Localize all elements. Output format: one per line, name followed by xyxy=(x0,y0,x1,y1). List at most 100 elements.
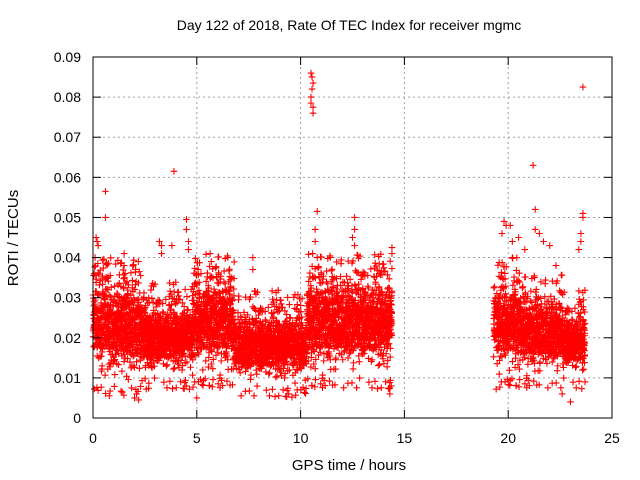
data-point xyxy=(376,361,383,368)
data-point xyxy=(177,357,185,364)
data-point xyxy=(266,392,273,400)
data-point xyxy=(128,384,135,392)
data-point xyxy=(177,378,184,386)
data-point xyxy=(105,392,113,400)
data-point xyxy=(116,279,123,287)
data-point xyxy=(170,365,177,373)
data-point xyxy=(95,270,103,278)
data-point xyxy=(383,363,391,371)
data-point xyxy=(230,258,238,266)
data-point xyxy=(225,267,233,274)
data-point xyxy=(205,363,212,371)
data-point xyxy=(101,292,109,300)
data-point xyxy=(182,377,189,384)
data-point xyxy=(106,387,114,395)
data-point xyxy=(246,387,253,395)
data-point xyxy=(99,281,106,288)
data-point xyxy=(320,357,328,365)
data-point xyxy=(135,279,142,287)
data-point xyxy=(189,371,196,379)
data-point xyxy=(123,278,131,286)
data-point xyxy=(129,277,136,284)
data-point xyxy=(268,287,276,295)
data-point xyxy=(174,360,182,368)
data-point xyxy=(180,350,188,357)
data-point xyxy=(105,277,112,285)
data-point xyxy=(121,270,129,277)
data-point xyxy=(100,264,107,272)
data-point xyxy=(166,279,173,287)
data-point xyxy=(171,364,178,372)
data-point xyxy=(356,358,363,365)
data-point xyxy=(181,286,189,293)
data-point xyxy=(131,364,138,371)
data-point xyxy=(269,295,276,303)
data-point xyxy=(119,266,127,274)
data-point xyxy=(371,377,379,385)
data-point xyxy=(107,254,115,262)
data-point xyxy=(516,376,524,383)
data-point xyxy=(176,295,184,303)
data-point xyxy=(124,355,131,362)
data-point xyxy=(237,392,245,400)
data-point xyxy=(266,369,273,377)
data-point xyxy=(160,309,167,317)
data-point xyxy=(302,385,310,392)
data-point xyxy=(235,292,243,300)
data-point xyxy=(130,256,138,264)
data-point xyxy=(490,353,497,361)
data-point xyxy=(297,302,304,309)
data-point xyxy=(123,373,130,380)
data-point xyxy=(182,353,189,360)
data-point xyxy=(319,371,326,379)
data-point xyxy=(111,371,119,378)
data-point xyxy=(99,256,106,264)
data-point xyxy=(312,376,319,383)
data-point xyxy=(145,379,153,387)
data-point xyxy=(149,351,157,359)
data-point xyxy=(115,361,122,368)
data-point xyxy=(179,299,186,307)
data-point xyxy=(162,296,170,303)
data-point xyxy=(307,363,315,371)
data-point xyxy=(145,362,152,369)
data-point xyxy=(509,358,516,365)
data-point xyxy=(92,275,100,283)
data-point xyxy=(98,362,106,370)
data-point xyxy=(332,354,340,362)
data-point xyxy=(365,355,372,362)
data-point xyxy=(91,263,98,271)
data-point xyxy=(490,284,498,292)
data-point xyxy=(111,282,118,290)
data-point xyxy=(132,281,139,288)
data-point xyxy=(155,314,163,321)
data-point xyxy=(272,373,280,381)
data-point xyxy=(148,295,156,302)
data-point xyxy=(191,265,199,272)
data-point xyxy=(98,352,105,360)
data-point xyxy=(183,358,191,366)
data-point xyxy=(135,268,143,275)
data-point xyxy=(305,251,312,258)
data-point xyxy=(172,300,179,308)
data-point xyxy=(253,370,261,378)
data-point xyxy=(137,272,144,279)
data-point xyxy=(106,272,114,279)
data-point xyxy=(328,266,336,273)
data-point xyxy=(150,362,158,370)
data-point xyxy=(332,365,339,373)
data-point xyxy=(340,384,347,392)
data-point xyxy=(131,286,139,293)
data-point xyxy=(121,274,128,281)
data-point xyxy=(125,376,132,383)
data-point xyxy=(178,366,186,374)
data-point xyxy=(151,374,158,382)
data-point xyxy=(371,251,378,259)
data-point xyxy=(106,363,114,371)
data-point xyxy=(236,369,244,377)
data-point xyxy=(250,392,258,400)
data-point xyxy=(135,258,142,265)
data-point xyxy=(271,393,279,401)
data-point xyxy=(263,386,270,394)
